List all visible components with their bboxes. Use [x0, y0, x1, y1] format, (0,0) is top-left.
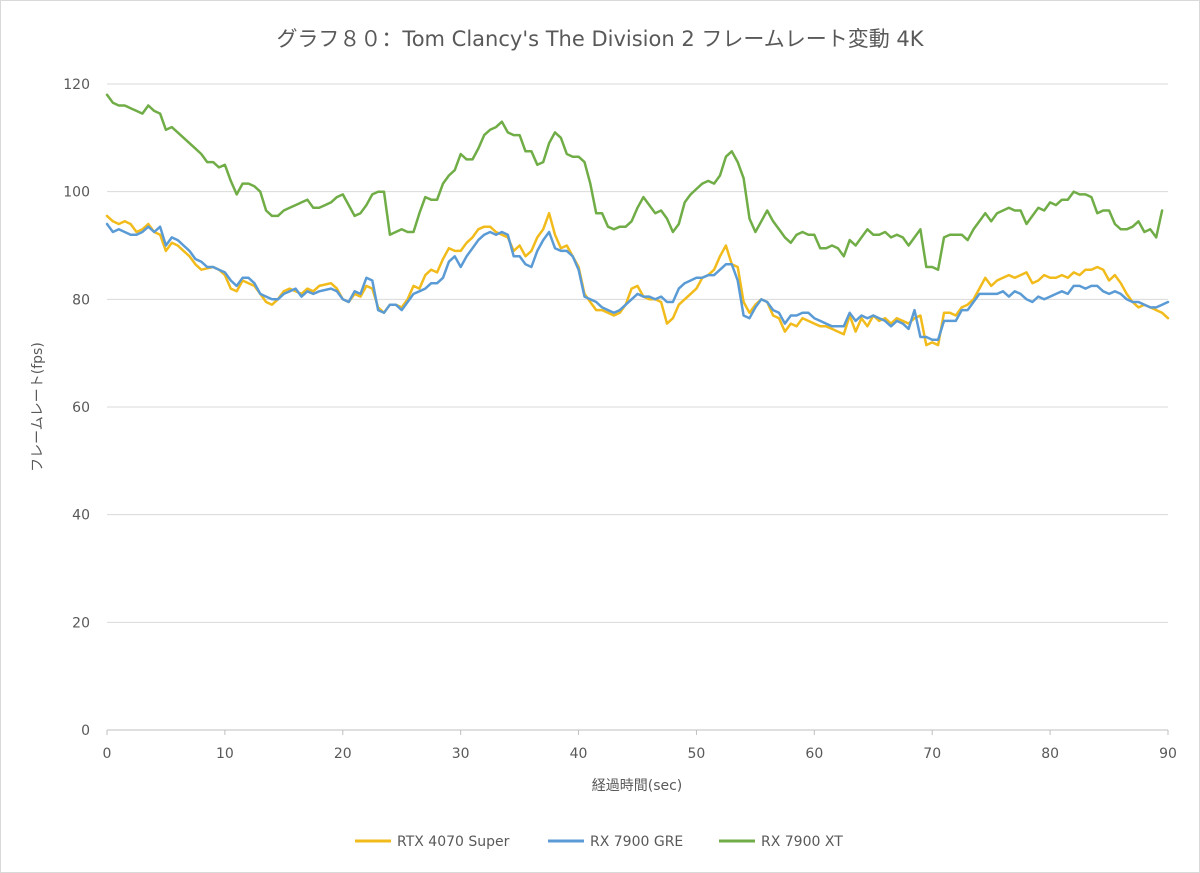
y-tick-label: 100 — [63, 185, 90, 201]
y-tick-label: 0 — [81, 723, 90, 739]
x-tick-label: 50 — [688, 746, 706, 762]
y-axis-label: フレームレート(fps) — [30, 342, 46, 472]
x-tick-label: 0 — [103, 746, 112, 762]
legend-label: RX 7900 XT — [761, 834, 843, 850]
x-tick-label: 60 — [805, 746, 823, 762]
gridlines — [107, 83, 1168, 623]
series-line-2 — [105, 222, 1170, 341]
x-tick-label: 80 — [1041, 746, 1059, 762]
x-tick-label: 20 — [334, 746, 352, 762]
legend-label: RTX 4070 Super — [397, 834, 510, 850]
x-tick-label: 70 — [923, 746, 941, 762]
x-tick-label: 10 — [216, 746, 234, 762]
y-tick-label: 80 — [72, 292, 90, 308]
legend: RTX 4070 Super RX 7900 GRE RX 7900 XT — [355, 834, 843, 850]
x-tick-label: 30 — [452, 746, 470, 762]
y-tick-label: 40 — [72, 508, 90, 524]
x-axis-ticks: 0 10 20 30 40 50 60 70 80 90 — [103, 730, 1177, 762]
x-tick-label: 40 — [570, 746, 588, 762]
x-axis-label: 経過時間(sec) — [592, 778, 683, 794]
y-axis-ticks: 0 20 40 60 80 100 120 — [63, 77, 90, 739]
x-tick-label: 90 — [1159, 746, 1177, 762]
y-tick-label: 120 — [63, 77, 90, 93]
chart-title: グラフ８０：Tom Clancy's The Division 2 フレームレー… — [276, 27, 924, 51]
series-line-1 — [105, 211, 1170, 347]
series-lines — [105, 93, 1170, 347]
y-tick-label: 20 — [72, 615, 90, 631]
y-tick-label: 60 — [72, 400, 90, 416]
legend-label: RX 7900 GRE — [590, 834, 683, 850]
series-line-3 — [105, 93, 1164, 271]
